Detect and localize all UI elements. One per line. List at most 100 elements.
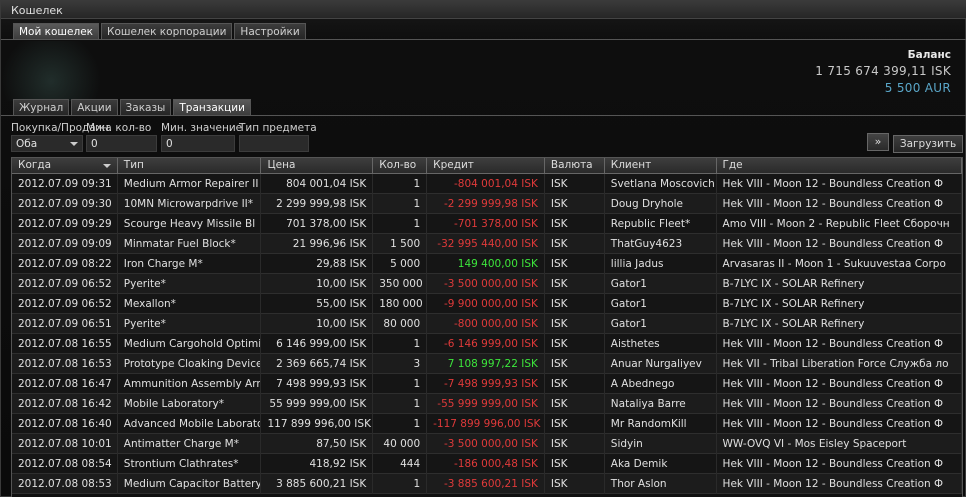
top-tabs: Мой кошелек Кошелек корпорации Настройки — [13, 23, 308, 40]
item-type-input[interactable] — [239, 135, 309, 152]
cell-where: Hek VIII - Moon 12 - Boundless Creation … — [717, 234, 962, 254]
cell-price: 7 498 999,93 ISK — [261, 374, 374, 394]
table-row[interactable]: 2012.07.09 06:51 Pyerite* 10,00 ISK 80 000-… — [12, 314, 962, 334]
cell-credit: 149 400,00 ISK — [427, 254, 545, 274]
cell-price: 10,00 ISK — [261, 314, 374, 334]
cell-where: Amo VIII - Moon 2 - Republic Fleet Сборо… — [717, 214, 962, 234]
cell-currency: ISK — [545, 194, 605, 214]
col-header-qty[interactable]: Кол-во — [373, 158, 428, 174]
col-header-type[interactable]: Тип — [118, 158, 262, 174]
cell-when: 2012.07.08 16:47 — [12, 374, 118, 394]
min-value-input[interactable]: 0 — [161, 135, 235, 152]
cell-where: Arvasaras II - Moon 1 - Sukuuvestaa Corp… — [717, 254, 962, 274]
table-row[interactable]: 2012.07.09 09:31 Medium Armor Repairer II… — [12, 174, 962, 194]
cell-credit: 7 108 997,22 ISK — [427, 354, 545, 374]
cell-type: Medium Capacitor Battery — [118, 474, 262, 494]
cell-where: B-7LYC IX - SOLAR Refinery — [717, 294, 962, 314]
cell-price: 804 001,04 ISK — [261, 174, 374, 194]
cell-where: Hek VIII - Moon 12 - Boundless Creation … — [717, 194, 962, 214]
col-header-credit[interactable]: Кредит — [427, 158, 545, 174]
cell-when: 2012.07.08 08:53 — [12, 474, 118, 494]
table-row[interactable]: 2012.07.08 16:42 Mobile Laboratory* 55 999… — [12, 394, 962, 414]
table-row[interactable]: 2012.07.09 09:29 Scourge Heavy Missile Bl… — [12, 214, 962, 234]
balance-label: Баланс — [907, 49, 951, 61]
cell-price: 418,92 ISK — [261, 454, 374, 474]
cell-when: 2012.07.09 06:51 — [12, 314, 118, 334]
load-button[interactable]: Загрузить — [893, 135, 963, 153]
cell-price: 10,00 ISK — [261, 274, 374, 294]
cell-qty: 5 000 — [373, 254, 428, 274]
cell-client: Aisthetes — [605, 334, 717, 354]
cell-client: Anuar Nurgaliyev — [605, 354, 717, 374]
cell-client: Svetlana Moscovich — [605, 174, 717, 194]
sort-desc-icon — [102, 164, 111, 168]
cell-credit: -9 900 000,00 ISK — [427, 294, 545, 314]
cell-credit: -6 146 999,00 ISK — [427, 334, 545, 354]
cell-qty: 40 000 — [373, 434, 428, 454]
cell-type: Advanced Mobile Laborato — [118, 414, 262, 434]
cell-type: Prototype Cloaking Device — [118, 354, 262, 374]
title-bar[interactable]: Кошелек — [1, 1, 966, 19]
cell-currency: ISK — [545, 174, 605, 194]
table-row[interactable]: 2012.07.08 10:01 Antimatter Charge M* 87,5… — [12, 434, 962, 454]
cell-qty: 1 — [373, 474, 428, 494]
cell-type: Minmatar Fuel Block* — [118, 234, 262, 254]
cell-qty: 444 — [373, 454, 428, 474]
cell-where: Hek VIII - Moon 12 - Boundless Creation … — [717, 394, 962, 414]
cell-where: Hek VIII - Moon 12 - Boundless Creation … — [717, 474, 962, 494]
table-row[interactable]: 2012.07.09 06:52 Mexallon* 55,00 ISK 180 00… — [12, 294, 962, 314]
tab-my-wallet[interactable]: Мой кошелек — [13, 23, 99, 40]
col-header-client[interactable]: Клиент — [605, 158, 717, 174]
expand-filters-button[interactable]: » — [867, 133, 889, 151]
balance-aur: 5 500 AUR — [884, 81, 951, 95]
table-row[interactable]: 2012.07.08 08:54 Strontium Clathrates* 418… — [12, 454, 962, 474]
cell-qty: 350 000 — [373, 274, 428, 294]
buy-sell-select[interactable]: Оба — [11, 135, 83, 152]
tab-settings[interactable]: Настройки — [234, 23, 306, 40]
cell-credit: -117 899 996,00 ISK — [427, 414, 545, 434]
cell-qty: 1 — [373, 214, 428, 234]
cell-when: 2012.07.08 16:55 — [12, 334, 118, 354]
col-header-price[interactable]: Цена — [261, 158, 374, 174]
tab-transactions[interactable]: Транзакции — [173, 99, 251, 116]
tab-orders[interactable]: Заказы — [119, 99, 172, 116]
tab-shares[interactable]: Акции — [71, 99, 118, 116]
cell-client: Thor Aslon — [605, 474, 717, 494]
cell-qty: 180 000 — [373, 294, 428, 314]
tab-corp-wallet[interactable]: Кошелек корпорации — [101, 23, 233, 40]
col-header-when[interactable]: Когда — [12, 158, 118, 174]
min-qty-input[interactable]: 0 — [86, 135, 157, 152]
double-chevron-icon: » — [874, 135, 882, 148]
cell-currency: ISK — [545, 354, 605, 374]
cell-where: B-7LYC IX - SOLAR Refinery — [717, 314, 962, 334]
table-row[interactable]: 2012.07.08 16:40 Advanced Mobile Laborato… — [12, 414, 962, 434]
tab-journal[interactable]: Журнал — [13, 99, 70, 116]
table-row[interactable]: 2012.07.08 16:53 Prototype Cloaking Devic… — [12, 354, 962, 374]
table-header: Когда Тип Цена Кол-во Кредит Валюта Клие… — [12, 158, 962, 174]
table-row[interactable]: 2012.07.08 16:47 Ammunition Assembly Arr 7… — [12, 374, 962, 394]
cell-currency: ISK — [545, 334, 605, 354]
cell-client: ThatGuy4623 — [605, 234, 717, 254]
table-row[interactable]: 2012.07.09 06:52 Pyerite* 10,00 ISK 350 000… — [12, 274, 962, 294]
cell-credit: -7 498 999,93 ISK — [427, 374, 545, 394]
cell-when: 2012.07.08 16:53 — [12, 354, 118, 374]
table-row[interactable]: 2012.07.09 08:22 Iron Charge M* 29,88 ISK 5… — [12, 254, 962, 274]
window-title: Кошелек — [11, 4, 63, 17]
cell-type: Ammunition Assembly Arr — [118, 374, 262, 394]
cell-type: Mexallon* — [118, 294, 262, 314]
table-row[interactable]: 2012.07.08 16:55 Medium Cargohold Optimi 6… — [12, 334, 962, 354]
cell-credit: -804 001,04 ISK — [427, 174, 545, 194]
cell-qty: 3 — [373, 354, 428, 374]
cell-when: 2012.07.08 10:01 — [12, 434, 118, 454]
col-header-where[interactable]: Где — [717, 158, 962, 174]
table-row[interactable]: 2012.07.09 09:09 Minmatar Fuel Block* 21 9… — [12, 234, 962, 254]
cell-client: Gator1 — [605, 294, 717, 314]
cell-when: 2012.07.09 09:29 — [12, 214, 118, 234]
table-row[interactable]: 2012.07.09 09:30 10MN Microwarpdrive II* 2… — [12, 194, 962, 214]
cell-where: Hek VIII - Moon 12 - Boundless Creation … — [717, 414, 962, 434]
cell-where: Hek VIII - Moon 12 - Boundless Creation … — [717, 374, 962, 394]
cell-credit: -800 000,00 ISK — [427, 314, 545, 334]
table-row[interactable]: 2012.07.08 08:53 Medium Capacitor Battery… — [12, 474, 962, 494]
cell-when: 2012.07.08 08:54 — [12, 454, 118, 474]
col-header-currency[interactable]: Валюта — [545, 158, 605, 174]
